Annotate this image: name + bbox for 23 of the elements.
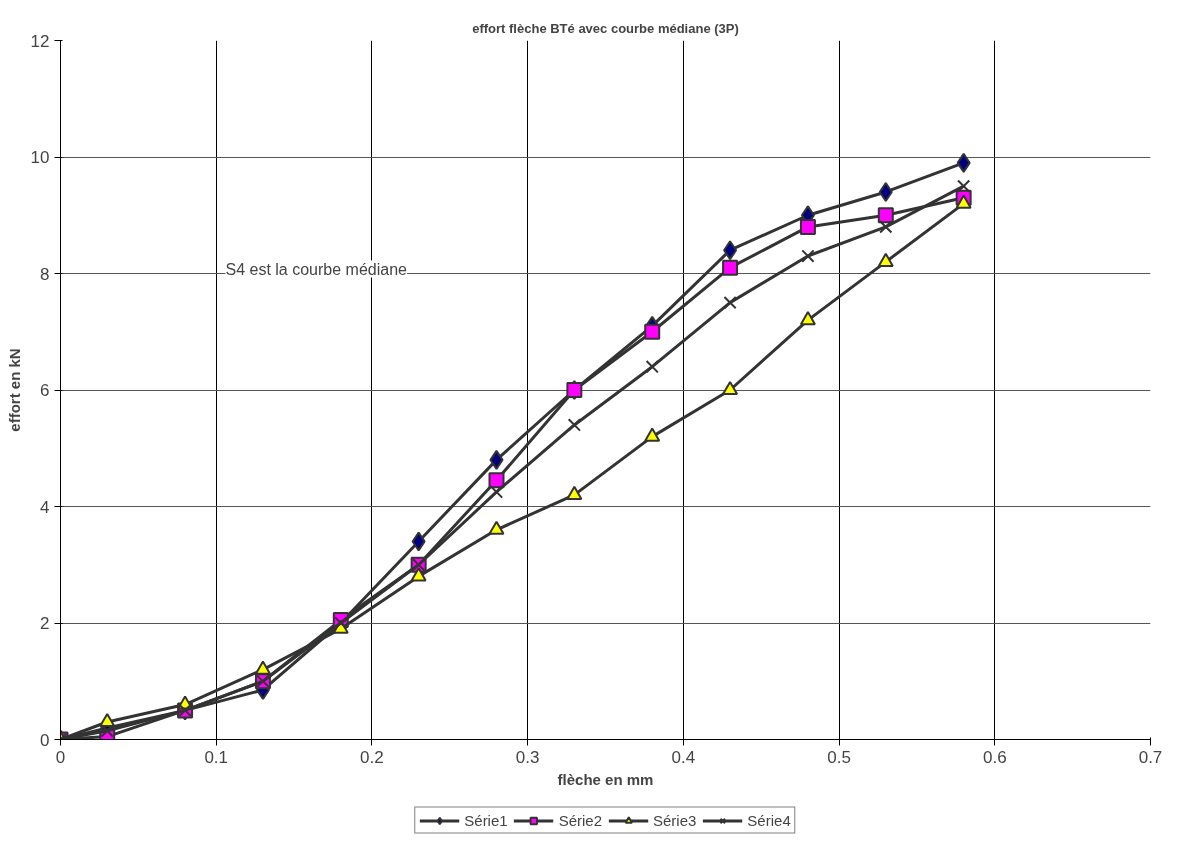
legend-label: Série2	[558, 811, 602, 829]
annotation: S4 est la courbe médiane	[225, 260, 408, 278]
y-tick-label: 10	[30, 148, 50, 167]
x-tick-label: 0.2	[360, 747, 384, 767]
y-tick-label: 6	[40, 381, 50, 400]
x-tick-label: 0.1	[204, 747, 229, 767]
y-axis-title: effort en kN	[5, 348, 23, 432]
x-tick-label: 0.6	[982, 747, 1007, 767]
x-tick-label: 0.5	[827, 747, 851, 767]
y-tick-label: 4	[40, 497, 50, 517]
x-tick-label: 0	[55, 747, 66, 767]
x-axis-title: flèche en mm	[557, 770, 654, 788]
y-tick-label: 8	[40, 264, 50, 284]
x-tick-label: 0.7	[1138, 747, 1163, 767]
chart-title: effort flèche BTé avec courbe médiane (3P)	[472, 20, 739, 36]
legend-label: Série1	[464, 811, 508, 829]
legend-label: Série3	[653, 811, 697, 829]
x-tick-label: 0.3	[515, 747, 540, 767]
legend-label: Série4	[747, 811, 791, 829]
x-tick-label: 0.4	[671, 747, 696, 767]
y-tick-label: 0	[40, 730, 50, 750]
y-tick-label: 12	[30, 31, 50, 51]
y-tick-label: 2	[40, 614, 50, 633]
